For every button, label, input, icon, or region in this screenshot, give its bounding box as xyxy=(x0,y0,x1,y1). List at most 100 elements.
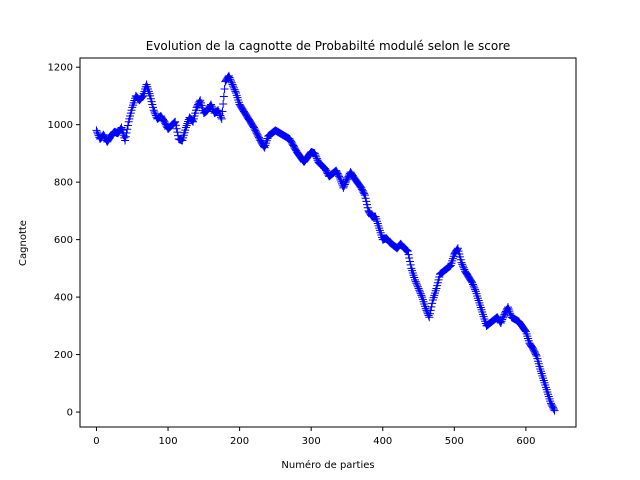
data-point xyxy=(459,263,468,272)
chart-title: Evolution de la cagnotte de Probabilté m… xyxy=(146,39,511,53)
data-point xyxy=(123,121,132,130)
data-point xyxy=(216,111,225,120)
data-point xyxy=(116,124,125,133)
data-point xyxy=(208,104,217,113)
data-point xyxy=(259,142,268,151)
data-point xyxy=(220,85,229,94)
data-point xyxy=(457,258,466,267)
data-point xyxy=(172,124,181,133)
data-point xyxy=(405,254,414,263)
data-point xyxy=(424,311,433,320)
data-point xyxy=(470,283,479,292)
points-layer xyxy=(92,71,559,415)
data-point xyxy=(171,117,180,126)
x-tick-label: 400 xyxy=(373,436,392,447)
data-point xyxy=(404,250,413,259)
data-point xyxy=(498,313,507,322)
data-point xyxy=(401,245,410,254)
data-point xyxy=(405,257,414,266)
data-point xyxy=(417,291,426,300)
data-point xyxy=(426,306,435,315)
data-point xyxy=(468,278,477,287)
data-point xyxy=(312,154,321,163)
x-tick-label: 500 xyxy=(445,436,464,447)
data-point xyxy=(150,108,159,117)
data-point xyxy=(137,93,146,102)
data-point xyxy=(521,326,530,335)
data-point xyxy=(339,183,348,192)
data-point xyxy=(550,406,559,415)
data-point xyxy=(149,106,158,115)
data-point xyxy=(335,172,344,181)
data-point xyxy=(458,260,467,269)
data-point xyxy=(444,263,453,272)
data-point xyxy=(187,116,196,125)
data-point xyxy=(412,279,421,288)
data-point xyxy=(505,307,514,316)
data-point xyxy=(355,181,364,190)
data-point xyxy=(207,102,216,111)
x-tick-label: 300 xyxy=(302,436,321,447)
data-point xyxy=(226,75,235,84)
data-point xyxy=(214,106,223,115)
data-point xyxy=(425,309,434,318)
data-point xyxy=(310,149,319,158)
data-point xyxy=(122,129,131,138)
data-point xyxy=(341,178,350,187)
data-point xyxy=(445,262,454,271)
data-point xyxy=(231,87,240,96)
data-point xyxy=(504,303,513,312)
data-point xyxy=(416,289,425,298)
data-point xyxy=(340,182,349,191)
data-point xyxy=(92,126,101,135)
data-point xyxy=(531,350,540,359)
data-point xyxy=(504,305,513,314)
data-point xyxy=(469,282,478,291)
data-point xyxy=(219,99,228,108)
data-point xyxy=(195,97,204,106)
data-point xyxy=(402,245,411,254)
data-point xyxy=(93,128,102,137)
y-tick-label: 400 xyxy=(54,293,73,304)
data-point xyxy=(225,73,234,82)
data-point xyxy=(227,78,236,87)
data-point xyxy=(227,76,236,85)
data-point xyxy=(468,280,477,289)
ticks-layer: 0 100 200 300 400 500 600 0 200 400 600 800 1000 1200 xyxy=(48,63,536,447)
data-point xyxy=(188,116,197,125)
data-point xyxy=(471,285,480,294)
data-point xyxy=(403,246,412,255)
data-point xyxy=(214,108,223,117)
data-point xyxy=(415,286,424,295)
data-point xyxy=(413,282,422,291)
data-point xyxy=(403,247,412,256)
data-point xyxy=(414,284,423,293)
data-point xyxy=(224,71,233,80)
data-point xyxy=(93,129,102,138)
data-point xyxy=(340,180,349,189)
data-point xyxy=(453,245,462,254)
y-tick-label: 800 xyxy=(54,178,73,189)
data-point xyxy=(427,302,436,311)
x-tick-label: 200 xyxy=(230,436,249,447)
data-point xyxy=(458,262,467,271)
data-point xyxy=(229,82,238,91)
y-tick-label: 1000 xyxy=(48,120,73,131)
data-point xyxy=(173,128,182,137)
data-point xyxy=(497,317,506,326)
data-point xyxy=(320,164,329,173)
data-point xyxy=(230,85,239,94)
y-axis-title: Cagnotte xyxy=(18,220,29,266)
data-point xyxy=(312,152,321,161)
data-point xyxy=(171,121,180,130)
data-point xyxy=(411,277,420,286)
y-tick-label: 0 xyxy=(67,408,73,419)
data-point xyxy=(498,315,507,324)
x-tick-label: 0 xyxy=(93,436,99,447)
data-point xyxy=(415,287,424,296)
data-point xyxy=(413,281,422,290)
data-point xyxy=(425,313,434,322)
plot-frame xyxy=(79,57,577,428)
data-point xyxy=(121,136,130,145)
